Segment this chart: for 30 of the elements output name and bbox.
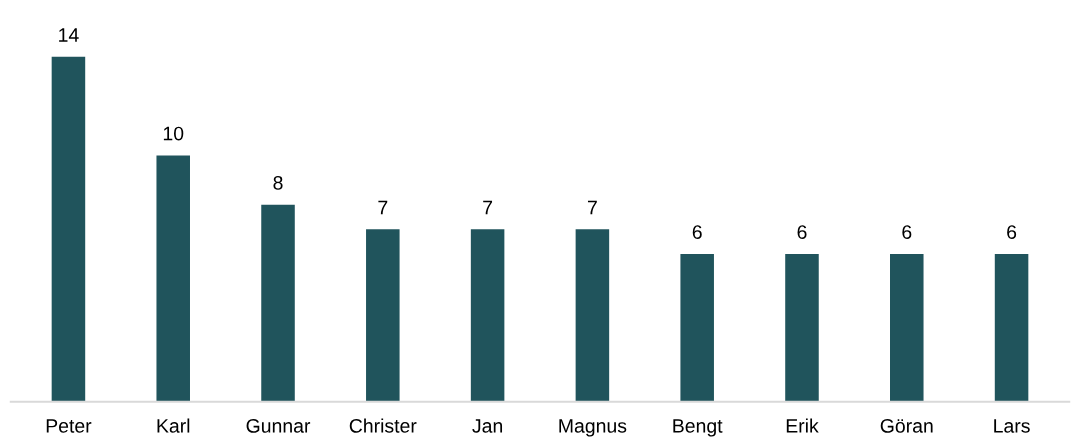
data-label: 10	[163, 126, 184, 141]
data-label: 14	[59, 28, 79, 42]
data-label: 7	[587, 200, 597, 215]
data-label: 6	[692, 225, 702, 239]
data-label: 8	[273, 175, 283, 190]
x-tick-label: Gunnar	[246, 418, 311, 433]
bar	[785, 253, 819, 402]
x-tick-label: Bengt	[673, 419, 723, 437]
x-tick-label: Karl	[157, 418, 190, 433]
x-tick-label: Erik	[786, 418, 819, 433]
data-label: 6	[902, 225, 912, 239]
x-tick-label: Christer	[349, 418, 417, 433]
data-label: 7	[378, 200, 388, 215]
bar	[261, 204, 295, 402]
data-label: 6	[797, 225, 807, 239]
bar	[890, 253, 924, 402]
bar	[680, 253, 714, 402]
x-tick-label: Göran	[880, 418, 933, 433]
x-tick-label: Peter	[46, 419, 92, 433]
data-label: 7	[483, 200, 493, 215]
bar	[366, 229, 400, 402]
bar	[51, 56, 86, 402]
bar	[575, 229, 610, 402]
bar	[156, 155, 190, 402]
x-tick-label: Jan	[472, 419, 503, 433]
bar	[994, 253, 1029, 402]
bar	[470, 229, 505, 402]
x-tick-label: Lars	[994, 419, 1030, 433]
data-label: 6	[1007, 225, 1017, 239]
x-tick-label: Magnus	[559, 419, 627, 437]
